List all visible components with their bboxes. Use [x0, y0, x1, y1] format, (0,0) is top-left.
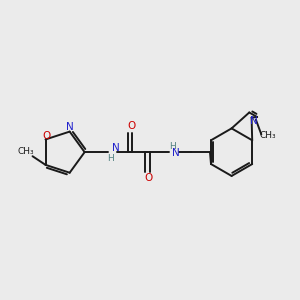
- Text: O: O: [144, 173, 152, 183]
- Text: N: N: [250, 116, 258, 126]
- Text: O: O: [43, 131, 51, 141]
- Text: CH₃: CH₃: [260, 131, 276, 140]
- Text: N: N: [112, 143, 119, 153]
- Text: H: H: [107, 154, 114, 163]
- Text: CH₃: CH₃: [18, 147, 34, 156]
- Text: N: N: [66, 122, 74, 132]
- Text: N: N: [172, 148, 180, 158]
- Text: O: O: [127, 121, 135, 131]
- Text: H: H: [169, 142, 175, 151]
